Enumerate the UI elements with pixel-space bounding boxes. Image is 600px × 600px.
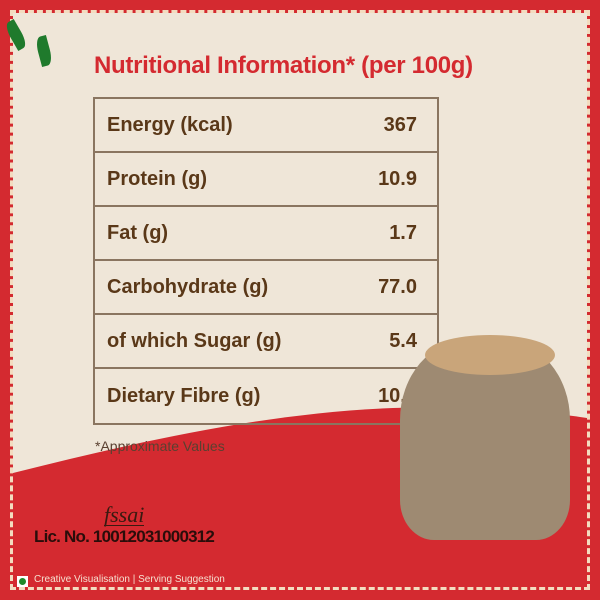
row-label: Protein (g) — [107, 167, 207, 190]
table-row: Protein (g) 10.9 — [95, 153, 437, 207]
nutrition-table: Energy (kcal) 367 Protein (g) 10.9 Fat (g)… — [93, 97, 439, 425]
row-label: Dietary Fibre (g) — [107, 384, 261, 407]
row-label: Energy (kcal) — [107, 113, 233, 136]
table-row: of which Sugar (g) 5.4 — [95, 315, 437, 369]
page-title: Nutritional Information* (per 100g) — [94, 52, 473, 79]
row-label: of which Sugar (g) — [107, 329, 282, 352]
table-row: Fat (g) 1.7 — [95, 207, 437, 261]
row-value: 367 — [383, 113, 417, 136]
row-value: 5.4 — [389, 329, 417, 352]
row-label: Fat (g) — [107, 221, 169, 244]
wheat-grains-image — [425, 335, 555, 375]
row-label: Carbohydrate (g) — [107, 275, 269, 298]
row-value: 77.0 — [378, 275, 417, 298]
border-stitch — [10, 10, 590, 590]
table-row: Energy (kcal) 367 — [95, 99, 437, 153]
veg-mark-icon — [17, 576, 28, 587]
row-value: 1.7 — [389, 221, 417, 244]
license-number: Lic. No. 10012031000312 — [34, 527, 215, 546]
table-row: Dietary Fibre (g) 10.5 — [95, 369, 437, 423]
approximate-note: *Approximate Values — [95, 438, 225, 454]
background-panel — [13, 13, 587, 587]
disclaimer: Creative Visualisation | Serving Suggest… — [34, 574, 225, 585]
table-row: Carbohydrate (g) 77.0 — [95, 261, 437, 315]
row-value: 10.9 — [378, 167, 417, 190]
fssai-logo: fssai — [104, 502, 145, 527]
